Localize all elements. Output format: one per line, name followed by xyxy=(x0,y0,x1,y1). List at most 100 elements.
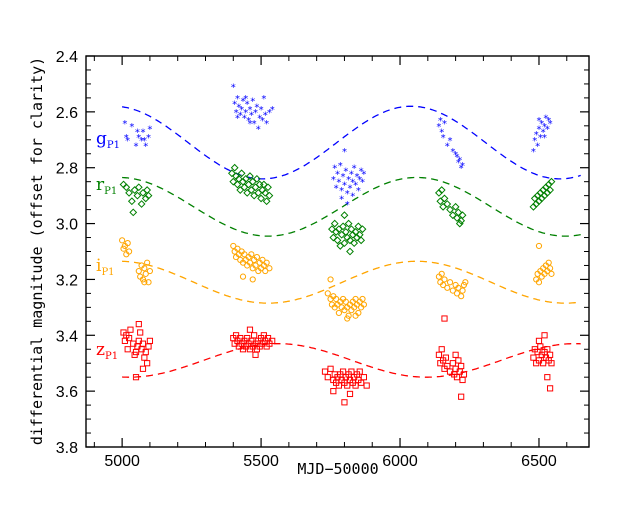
data-point-r xyxy=(259,180,268,189)
data-point-g: * xyxy=(256,125,261,136)
data-point-g: * xyxy=(263,111,268,122)
data-point-r xyxy=(344,219,353,228)
data-point-i xyxy=(440,281,447,289)
data-point-g: * xyxy=(264,119,269,130)
data-point-r xyxy=(227,169,236,178)
data-point-g: * xyxy=(125,136,130,147)
data-point-i xyxy=(535,279,543,286)
data-point-g: * xyxy=(439,127,444,138)
data-point-r xyxy=(133,191,142,200)
data-point-g: * xyxy=(542,133,547,144)
data-point-i xyxy=(359,295,366,303)
data-point-r xyxy=(262,197,271,206)
data-point-i xyxy=(344,315,351,322)
data-point-r xyxy=(144,191,153,200)
data-point-g: * xyxy=(442,119,447,130)
data-point-r xyxy=(122,183,131,192)
y-tick-label: 3.8 xyxy=(56,440,78,457)
data-point-g: * xyxy=(536,116,541,127)
data-point-z xyxy=(132,374,140,381)
data-point-i xyxy=(146,267,154,275)
data-point-r xyxy=(253,174,261,183)
data-point-z xyxy=(141,354,148,361)
data-point-g: * xyxy=(360,178,365,189)
data-point-g: * xyxy=(238,111,243,122)
data-point-g: * xyxy=(261,94,266,105)
data-point-g: * xyxy=(232,99,237,110)
model-curves xyxy=(122,105,581,378)
data-point-r xyxy=(340,211,349,220)
data-point-g: * xyxy=(246,116,251,127)
data-point-g: * xyxy=(334,183,339,194)
data-point-g: * xyxy=(354,172,359,183)
data-point-r xyxy=(448,211,457,220)
data-point-z xyxy=(144,360,151,367)
band-label-subscript: P1 xyxy=(101,267,114,278)
data-point-g: * xyxy=(257,113,262,124)
data-point-z xyxy=(438,346,445,353)
data-point-g: * xyxy=(249,111,254,122)
data-point-i xyxy=(548,270,555,277)
band-label-z: zP1 xyxy=(96,340,118,362)
data-point-r xyxy=(234,174,243,183)
data-point-z xyxy=(541,332,548,339)
data-point-i xyxy=(249,276,256,283)
data-point-i xyxy=(239,273,247,280)
data-point-g: * xyxy=(545,125,550,136)
data-point-g: * xyxy=(538,133,543,144)
data-point-g: * xyxy=(532,136,537,147)
data-point-g: * xyxy=(459,164,464,175)
x-tick-label: 5500 xyxy=(243,453,279,470)
data-point-z xyxy=(330,388,337,395)
data-point-g: * xyxy=(438,116,443,127)
data-point-i xyxy=(352,295,359,303)
data-point-g: * xyxy=(234,108,239,119)
data-point-g: * xyxy=(345,189,350,200)
data-point-i xyxy=(455,284,462,291)
data-point-g: * xyxy=(239,105,244,116)
data-point-z xyxy=(346,390,354,398)
data-point-r xyxy=(346,236,354,245)
data-point-g: * xyxy=(460,161,465,172)
x-tick-label: 5000 xyxy=(104,453,140,470)
data-point-r xyxy=(134,183,143,192)
data-point-i xyxy=(360,301,368,308)
data-point-r xyxy=(535,197,543,206)
data-point-g: * xyxy=(231,83,236,94)
data-point-r xyxy=(237,169,246,178)
band-label-subscript: P1 xyxy=(104,186,117,197)
data-point-r xyxy=(230,163,239,172)
data-point-g: * xyxy=(531,147,536,158)
data-point-r xyxy=(353,233,361,242)
data-point-z xyxy=(139,365,147,372)
y-tick-label: 3.4 xyxy=(56,328,78,345)
band-label-subscript: P1 xyxy=(107,140,120,151)
data-point-r xyxy=(346,247,354,256)
data-point-z xyxy=(356,368,363,375)
data-point-g: * xyxy=(243,108,248,119)
data-point-i xyxy=(141,279,148,286)
data-point-i xyxy=(546,265,554,272)
data-point-g: * xyxy=(445,141,450,152)
data-point-z xyxy=(441,315,448,322)
data-point-g: * xyxy=(335,169,340,180)
band-label-g: gP1 xyxy=(96,129,120,151)
data-point-r xyxy=(125,188,133,197)
data-point-z xyxy=(137,329,144,336)
data-point-r xyxy=(543,188,552,197)
data-point-z xyxy=(321,368,329,375)
data-point-r xyxy=(532,200,541,208)
data-point-g: * xyxy=(143,141,148,152)
data-point-g: * xyxy=(539,119,544,130)
data-point-z xyxy=(135,321,142,328)
data-point-g: * xyxy=(436,122,441,133)
y-axis-label: differential magnitude (offset for clari… xyxy=(28,57,46,445)
data-point-g: * xyxy=(247,119,252,130)
data-point-r xyxy=(339,222,347,231)
data-point-g: * xyxy=(543,113,548,124)
data-point-r xyxy=(265,191,274,200)
data-point-i xyxy=(335,309,342,317)
data-point-g: * xyxy=(348,183,353,194)
data-point-g: * xyxy=(343,167,348,178)
